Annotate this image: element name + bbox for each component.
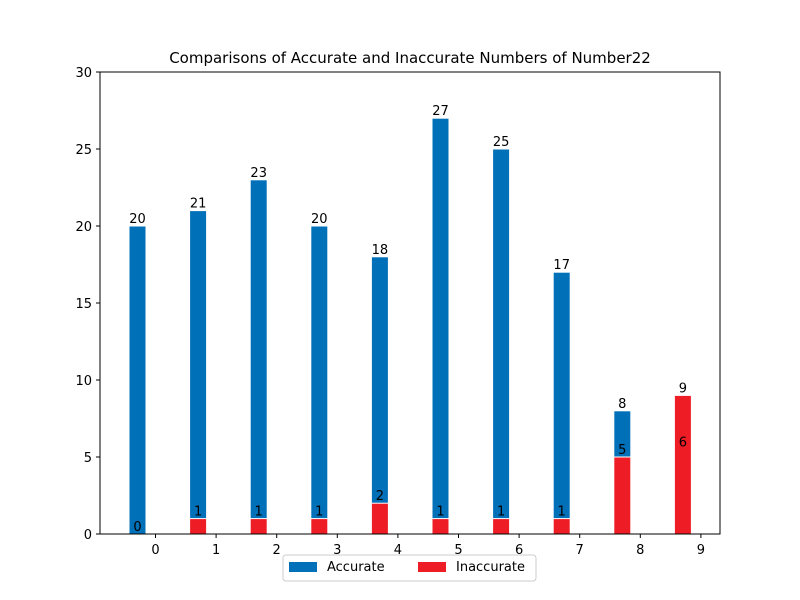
x-tick-label: 3 xyxy=(333,543,341,558)
chart-title: Comparisons of Accurate and Inaccurate N… xyxy=(169,49,651,67)
legend-frame xyxy=(282,554,537,582)
data-label-inaccurate: 1 xyxy=(436,505,444,520)
x-tick-label: 6 xyxy=(515,543,523,558)
data-label-accurate: 21 xyxy=(190,197,207,212)
legend-label-inaccurate: Inaccurate xyxy=(456,560,525,575)
legend: Accurate Inaccurate xyxy=(282,554,537,582)
bar-inaccurate xyxy=(310,518,329,535)
y-tick-label: 30 xyxy=(75,66,92,81)
x-tick-label: 5 xyxy=(454,543,462,558)
legend-swatch-accurate xyxy=(289,562,317,572)
bar-accurate xyxy=(189,210,208,535)
bar-inaccurate xyxy=(552,518,571,535)
data-label-accurate: 27 xyxy=(432,104,449,119)
bar-accurate xyxy=(249,179,268,535)
data-label-inaccurate: 9 xyxy=(679,381,687,396)
data-label-accurate: 8 xyxy=(618,397,626,412)
data-label-inaccurate: 5 xyxy=(618,443,626,458)
y-tick-label: 5 xyxy=(84,451,92,466)
bar-accurate xyxy=(431,117,450,535)
bar-inaccurate xyxy=(370,502,389,535)
data-label-accurate: 25 xyxy=(493,135,510,150)
x-tick-label: 0 xyxy=(151,543,159,558)
bar-inaccurate xyxy=(431,518,450,535)
legend-label-accurate: Accurate xyxy=(327,560,385,575)
x-tick-label: 1 xyxy=(212,543,220,558)
data-label-annotation: 6 xyxy=(679,436,687,451)
x-tick-label: 8 xyxy=(636,543,644,558)
data-label-inaccurate: 0 xyxy=(133,520,141,535)
bar-accurate xyxy=(492,148,511,535)
data-label-inaccurate: 1 xyxy=(315,505,323,520)
y-axis: 0 5 10 15 20 25 30 xyxy=(75,66,100,543)
y-tick-label: 15 xyxy=(75,297,92,312)
bar-accurate xyxy=(310,225,329,535)
data-label-inaccurate: 1 xyxy=(255,505,263,520)
bar-inaccurate xyxy=(249,518,268,535)
bar-accurate xyxy=(552,271,571,535)
y-tick-label: 0 xyxy=(84,528,92,543)
bar-inaccurate xyxy=(492,518,511,535)
bars-group xyxy=(128,117,692,535)
data-label-accurate: 20 xyxy=(129,212,146,227)
y-tick-label: 25 xyxy=(75,143,92,158)
data-label-accurate: 18 xyxy=(372,243,389,258)
x-tick-label: 4 xyxy=(394,543,402,558)
bar-inaccurate xyxy=(189,518,208,535)
data-label-inaccurate: 1 xyxy=(558,505,566,520)
x-axis: 0 1 2 3 4 5 6 7 8 9 xyxy=(151,534,705,558)
bar-inaccurate xyxy=(613,456,632,535)
bar-accurate xyxy=(128,225,147,535)
y-tick-label: 20 xyxy=(75,220,92,235)
data-label-accurate: 17 xyxy=(553,258,570,273)
x-tick-label: 7 xyxy=(576,543,584,558)
data-label-inaccurate: 1 xyxy=(497,505,505,520)
x-tick-label: 2 xyxy=(273,543,281,558)
x-tick-label: 9 xyxy=(697,543,705,558)
data-label-inaccurate: 2 xyxy=(376,489,384,504)
data-label-accurate: 23 xyxy=(250,166,267,181)
legend-swatch-inaccurate xyxy=(418,562,446,572)
bar-inaccurate xyxy=(673,394,692,535)
y-tick-label: 10 xyxy=(75,374,92,389)
data-label-accurate: 20 xyxy=(311,212,328,227)
data-label-inaccurate: 1 xyxy=(194,505,202,520)
